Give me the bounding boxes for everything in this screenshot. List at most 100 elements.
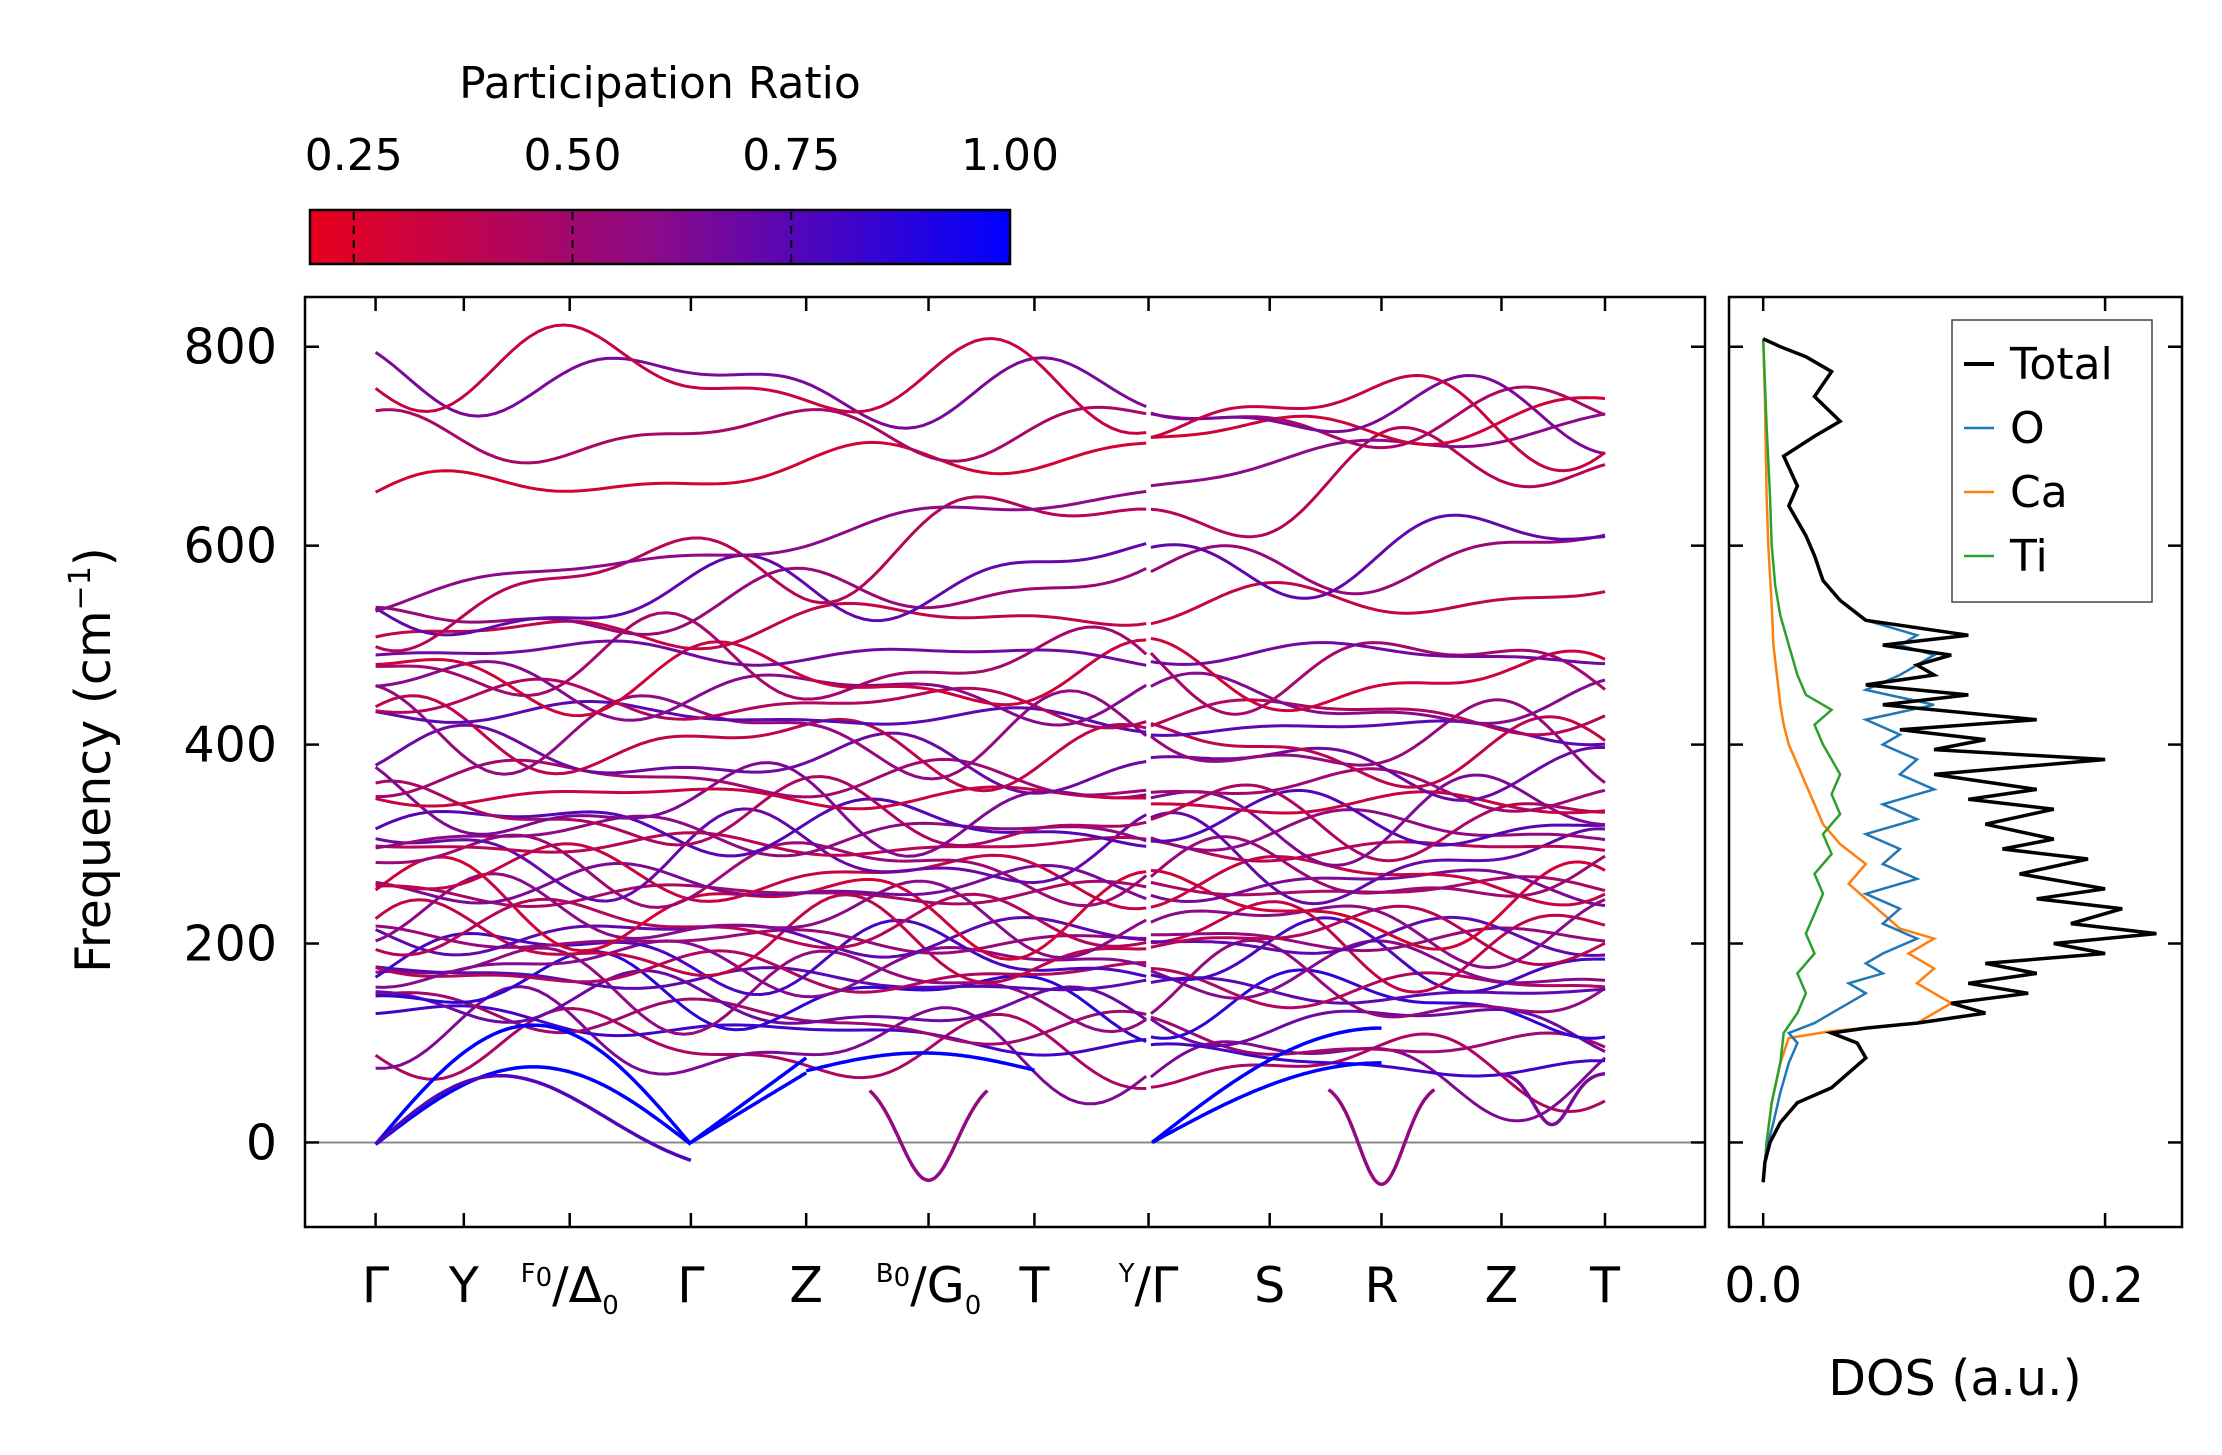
phonon-band bbox=[375, 831, 1147, 857]
band-structure-panel: 0 200 400 600 800 Γ Y F0/Δ0 Γ Z B0/G0 T Y/Γ S R Z T Fre… bbox=[63, 295, 1707, 1321]
phonon-band bbox=[375, 639, 1147, 667]
phonon-band bbox=[374, 351, 1147, 430]
dos-x-tick-label: 0.2 bbox=[2066, 1257, 2144, 1314]
legend: Total O Ca Ti bbox=[1951, 319, 2153, 603]
phonon-band bbox=[375, 566, 1147, 636]
phonon-band bbox=[1150, 767, 1606, 813]
phonon-band bbox=[1150, 1008, 1606, 1053]
phonon-band bbox=[375, 946, 1147, 1036]
phonon-band bbox=[1501, 1071, 1606, 1127]
phonon-band bbox=[1150, 715, 1606, 789]
phonon-band bbox=[1150, 671, 1606, 725]
phonon-band bbox=[375, 757, 1147, 799]
phonon-band bbox=[375, 965, 1147, 992]
colorbar-title: Participation Ratio bbox=[459, 58, 861, 109]
phonon-band bbox=[374, 440, 1147, 494]
phonon-band bbox=[1149, 698, 1606, 784]
k-point-label: Y bbox=[448, 1257, 480, 1314]
dos-series-total bbox=[1761, 337, 2157, 1183]
phonon-band bbox=[1150, 783, 1606, 863]
phonon-band bbox=[1149, 641, 1606, 716]
phonon-band bbox=[805, 1051, 1035, 1073]
y-tick-label: 0 bbox=[246, 1114, 277, 1171]
phonon-band bbox=[1150, 898, 1606, 970]
y-tick-label: 600 bbox=[183, 518, 277, 575]
y-tick-label: 200 bbox=[183, 916, 277, 973]
phonon-band bbox=[1150, 1042, 1606, 1078]
phonon-band bbox=[1150, 811, 1606, 906]
phonon-band bbox=[1150, 916, 1605, 994]
colorbar-tick-label: 1.00 bbox=[961, 130, 1059, 181]
phonon-band bbox=[375, 814, 1147, 858]
phonon-band bbox=[1149, 835, 1606, 898]
phonon-band bbox=[1150, 904, 1606, 967]
y-axis-label: Frequency (cm−1) bbox=[63, 547, 122, 973]
k-point-label: Y/Γ bbox=[1118, 1257, 1179, 1314]
phonon-band bbox=[1150, 968, 1606, 1040]
phonon-band bbox=[375, 601, 1147, 651]
phonon-band bbox=[374, 542, 1147, 637]
phonon-band bbox=[1150, 513, 1606, 600]
phonon-band bbox=[1150, 967, 1606, 1010]
k-point-label: Z bbox=[789, 1257, 823, 1314]
phonon-band bbox=[1150, 719, 1606, 747]
phonon-band bbox=[1150, 926, 1606, 953]
phonon-band bbox=[374, 1023, 693, 1146]
colorbar-tick-label: 0.75 bbox=[742, 130, 840, 181]
phonon-band bbox=[374, 323, 1147, 435]
phonon-band bbox=[1150, 808, 1606, 852]
legend-label: O bbox=[2010, 403, 2045, 454]
phonon-band bbox=[375, 638, 1147, 718]
band-axes-frame bbox=[303, 295, 1707, 1229]
k-point-label: T bbox=[1589, 1257, 1621, 1314]
phonon-band bbox=[375, 405, 1147, 465]
phonon-band bbox=[374, 1073, 692, 1162]
k-point-label: B0/G0 bbox=[876, 1257, 981, 1321]
phonon-band bbox=[375, 842, 1147, 911]
phonon-band bbox=[375, 785, 1147, 811]
phonon-band bbox=[1150, 860, 1606, 951]
dos-x-tick-label: 0.0 bbox=[1724, 1257, 1802, 1314]
phonon-band bbox=[868, 1089, 989, 1183]
phonon-band bbox=[375, 872, 1147, 960]
phonon-band bbox=[1150, 412, 1606, 488]
phonon-band bbox=[375, 985, 1148, 1106]
phonon-band bbox=[1150, 373, 1606, 473]
dos-axes-frame bbox=[1727, 295, 2184, 1229]
legend-label: Total bbox=[2009, 339, 2113, 390]
phonon-band bbox=[375, 879, 1147, 909]
phonon-band bbox=[375, 862, 1147, 905]
phonon-band bbox=[1151, 1061, 1382, 1145]
phonon-band bbox=[1150, 396, 1606, 447]
phonon-band bbox=[375, 949, 1147, 994]
phonon-band bbox=[1150, 773, 1606, 867]
y-tick-label: 400 bbox=[183, 717, 277, 774]
phonon-band bbox=[375, 991, 1147, 1046]
k-point-label: F0/Δ0 bbox=[521, 1257, 619, 1321]
k-point-label: S bbox=[1254, 1257, 1285, 1314]
phonon-band bbox=[374, 1065, 692, 1146]
phonon-band bbox=[1150, 641, 1606, 666]
phonon-band bbox=[375, 684, 1148, 781]
phonon-band bbox=[1150, 915, 1606, 957]
phonon-band bbox=[1150, 839, 1606, 863]
phonon-band bbox=[1149, 938, 1606, 1019]
phonon-band bbox=[689, 1071, 808, 1144]
dos-panel: 0.0 0.2 DOS (a.u.) Total O Ca Ti bbox=[1724, 295, 2184, 1407]
phonon-band bbox=[375, 495, 1147, 653]
phonon-band bbox=[374, 893, 1147, 985]
k-point-label: Z bbox=[1485, 1257, 1519, 1314]
phonon-band bbox=[374, 723, 1147, 795]
phonon-band bbox=[375, 892, 1147, 957]
phonon-band bbox=[374, 918, 1147, 997]
k-point-label: R bbox=[1364, 1257, 1398, 1314]
phonon-band bbox=[1327, 1088, 1436, 1186]
phonon-band bbox=[1150, 1015, 1606, 1056]
phonon-band bbox=[375, 611, 1148, 701]
phonon-band bbox=[1150, 580, 1606, 626]
phonon-band bbox=[375, 969, 1148, 1025]
phonon-band bbox=[1150, 788, 1606, 847]
y-tick-label: 800 bbox=[183, 319, 277, 376]
phonon-band bbox=[1150, 425, 1606, 539]
